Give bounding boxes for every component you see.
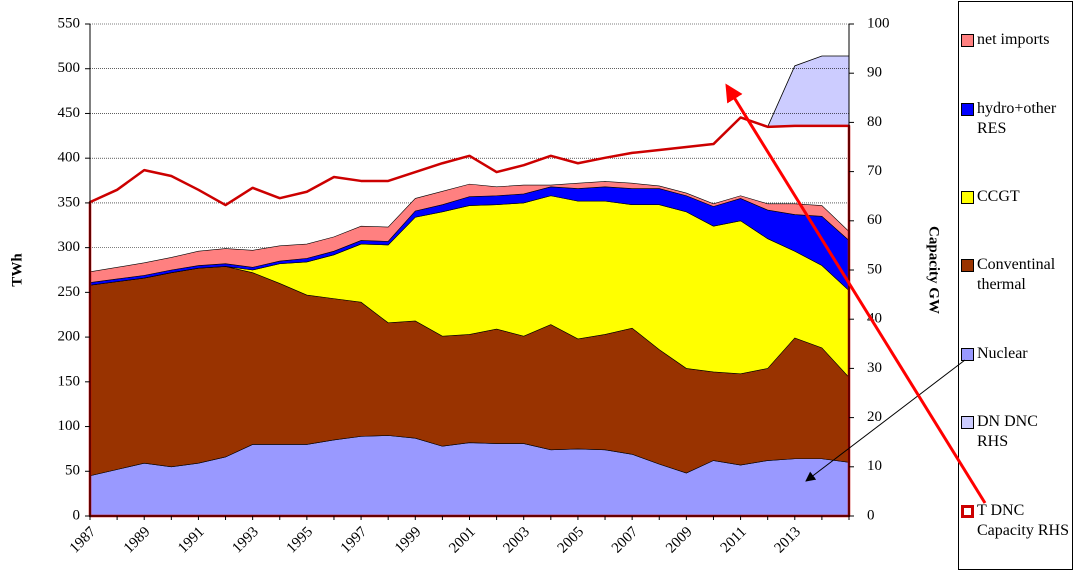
legend-swatch <box>961 259 974 273</box>
x-tick-label: 1987 <box>67 524 100 557</box>
y2-tick-label: 70 <box>867 163 882 179</box>
legend-item: net imports <box>961 30 1072 50</box>
x-tick-label: 1989 <box>121 524 154 557</box>
legend-label: Conventinal thermal <box>977 256 1056 294</box>
y2-tick-label: 0 <box>867 507 875 523</box>
legend-swatch <box>961 34 974 48</box>
legend-item: Conventinal thermal <box>961 255 1072 295</box>
y2-tick-label: 50 <box>867 261 882 277</box>
y2-tick-label: 80 <box>867 114 882 130</box>
legend-swatch <box>961 347 974 361</box>
x-tick-label: 1993 <box>229 524 262 557</box>
x-tick-label: 2003 <box>500 524 533 557</box>
y-tick-label: 350 <box>58 194 81 210</box>
y2-tick-label: 60 <box>867 212 882 228</box>
x-tick-label: 1995 <box>284 524 317 557</box>
legend-label: hydro+other RES <box>977 99 1057 137</box>
y-axis-label: TWh <box>9 253 25 287</box>
y-tick-label: 300 <box>58 239 81 255</box>
x-tick-label: 2011 <box>718 524 750 556</box>
y-tick-label: 500 <box>58 60 81 76</box>
x-tick-label: 1999 <box>392 524 425 557</box>
y-tick-label: 0 <box>73 507 81 523</box>
y2-tick-label: 100 <box>867 15 890 31</box>
legend-swatch <box>961 191 974 205</box>
x-tick-label: 2005 <box>555 524 588 557</box>
legend-item: Nuclear <box>961 344 1072 364</box>
legend-label: DN DNC RHS <box>977 413 1038 451</box>
legend-item: hydro+other RES <box>961 99 1072 139</box>
y2-tick-label: 20 <box>867 409 882 425</box>
legend: net imports hydro+other RES CCGT Conventina… <box>958 1 1073 570</box>
x-tick-label: 2013 <box>772 524 805 557</box>
chart: TWh Capacity GW 050100150200250300350400… <box>9 15 942 557</box>
legend-label: T DNC Capacity RHS <box>977 501 1069 539</box>
legend-label: Nuclear <box>977 344 1028 362</box>
legend-item: T DNC Capacity RHS <box>961 501 1072 541</box>
legend-swatch <box>961 504 974 518</box>
y2-tick-label: 40 <box>867 311 882 327</box>
legend-swatch <box>961 102 974 116</box>
y-tick-label: 200 <box>58 329 81 345</box>
y-tick-label: 150 <box>58 373 81 389</box>
y2-axis-label: Capacity GW <box>926 226 942 314</box>
legend-swatch <box>961 416 974 430</box>
y2-tick-label: 30 <box>867 360 882 376</box>
y-tick-label: 50 <box>65 463 80 479</box>
x-tick-label: 1991 <box>175 524 208 557</box>
legend-item: CCGT <box>961 187 1072 207</box>
y2-tick-label: 10 <box>867 458 882 474</box>
x-tick-label: 2009 <box>663 524 696 557</box>
y-tick-label: 550 <box>58 15 81 31</box>
legend-label: net imports <box>977 31 1050 49</box>
y-tick-label: 100 <box>58 418 81 434</box>
y-tick-label: 250 <box>58 284 81 300</box>
y-tick-label: 400 <box>58 150 81 166</box>
y-tick-label: 450 <box>58 105 81 121</box>
x-tick-label: 1997 <box>338 524 371 557</box>
legend-item: DN DNC RHS <box>961 412 1072 452</box>
legend-label: CCGT <box>977 188 1020 206</box>
x-tick-label: 2007 <box>609 524 642 557</box>
x-tick-label: 2001 <box>446 524 479 557</box>
y2-tick-label: 90 <box>867 65 882 81</box>
